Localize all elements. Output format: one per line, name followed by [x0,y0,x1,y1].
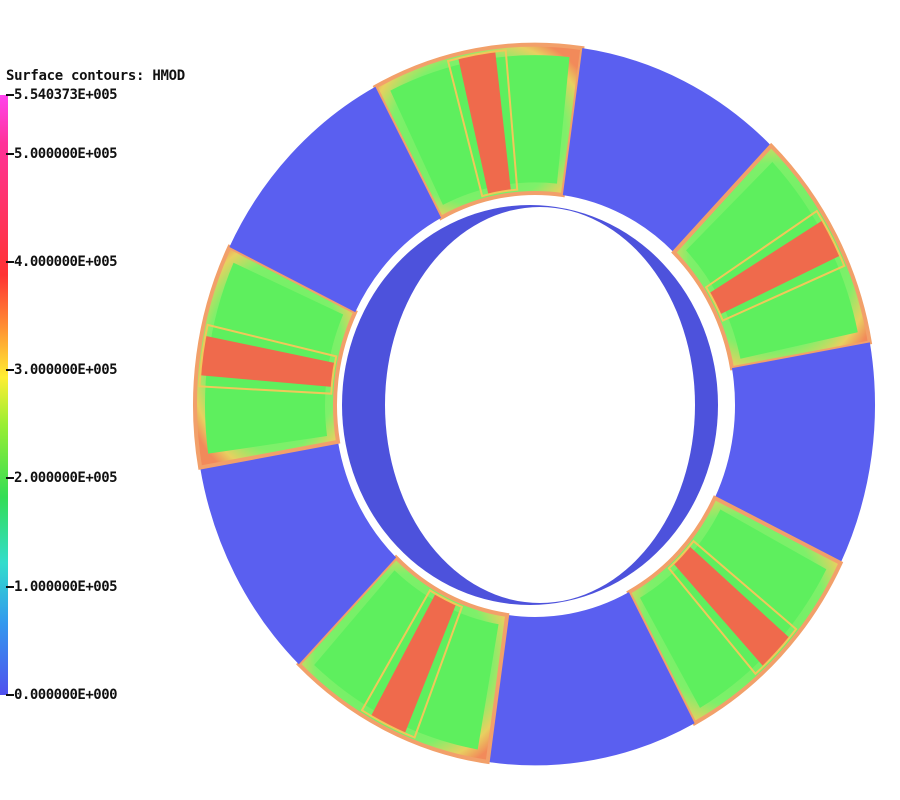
magnet-band-edge [446,49,519,198]
colorbar-tick-mark [6,585,14,588]
colorbar-tick-mark [6,152,14,155]
magnet-stress-band [371,593,456,734]
magnet-band-edge [704,209,846,322]
colorbar-tick-label: 5.000000E+005 [14,145,118,162]
colorbar-tick-mark [6,369,14,372]
colorbar-tick-mark [6,260,14,263]
colorbar-tick-label: 4.000000E+005 [14,253,118,270]
spacer-segment [229,86,442,313]
colorbar-tick-label: 3.000000E+005 [14,362,118,379]
ring-segments [193,42,876,766]
magnet-stress-band [673,546,790,667]
magnet-stress-band [200,335,335,387]
magnet-band-edge [360,588,464,739]
magnet-stress-band [458,51,511,195]
colorbar-tick-label: 1.000000E+005 [14,578,118,595]
magnet-stress-band [709,220,841,315]
spacer-segment [487,592,695,766]
magnet-band-edge [667,539,798,676]
colorbar-tick-mark [6,477,14,480]
colorbar [0,95,8,695]
magnet-band-edge [198,323,338,395]
spacer-segment [200,441,397,665]
ring-bore [385,207,695,603]
colorbar-tick-mark [6,94,14,96]
colorbar-tick-mark [6,694,14,696]
colorbar-tick-label: 5.540373E+005 [14,87,118,103]
legend-title: Surface contours: HMOD [6,68,185,84]
spacer-segment [714,342,876,563]
colorbar-tick-label: 2.000000E+005 [14,470,118,487]
colorbar-tick-label: 0.000000E+000 [14,687,118,703]
